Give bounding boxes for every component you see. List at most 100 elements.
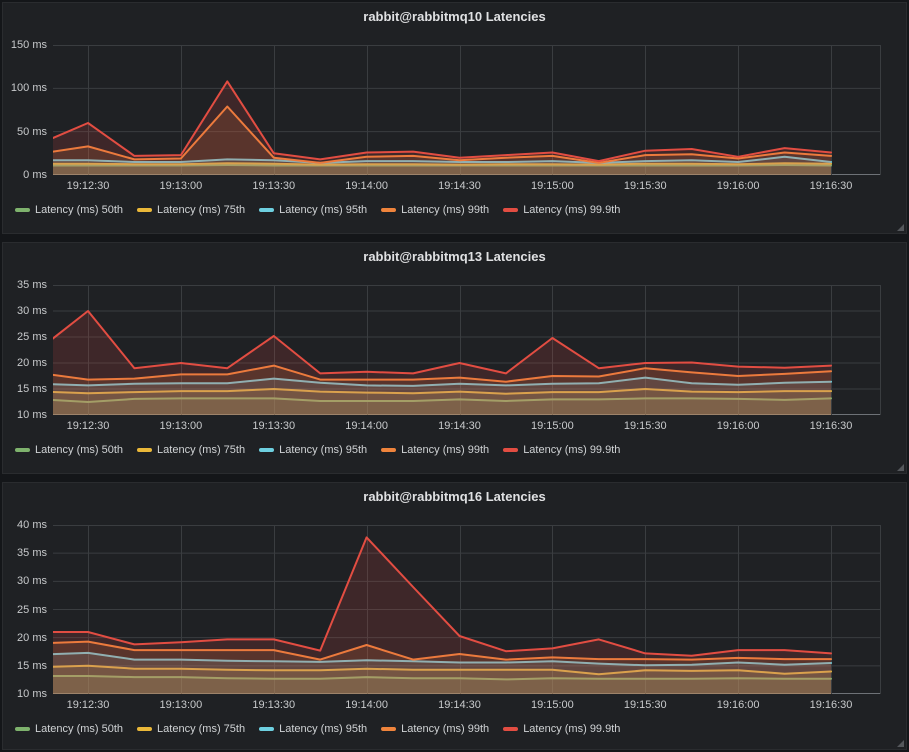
panel-rabbitmq16: rabbit@rabbitmq16 Latencies 40 ms 35 ms 30… xyxy=(2,482,907,750)
x-axis-tick: 19:16:00 xyxy=(716,180,760,192)
legend-label: Latency (ms) 95th xyxy=(279,204,368,216)
legend-label: Latency (ms) 50th xyxy=(35,444,124,456)
y-axis-tick: 10 ms xyxy=(17,688,47,700)
series-color-swatch-icon xyxy=(381,208,397,212)
y-axis-tick: 15 ms xyxy=(17,659,47,672)
legend-item[interactable]: Latency (ms) 75th xyxy=(137,204,245,216)
chart-plot-region[interactable]: 40 ms 35 ms 30 ms 25 ms 20 ms 15 ms 10 ms xyxy=(3,519,906,700)
legend-item[interactable]: Latency (ms) 95th xyxy=(259,204,367,216)
series-color-swatch-icon xyxy=(15,448,30,452)
x-axis: 19:12:30 19:13:00 19:13:30 19:14:00 19:14:30… xyxy=(3,175,906,195)
x-axis-tick: 19:13:00 xyxy=(159,180,203,192)
x-axis-tick: 19:14:30 xyxy=(438,180,481,192)
x-axis-tick: 19:13:00 xyxy=(159,699,203,711)
latency-chart[interactable] xyxy=(53,285,881,415)
legend-item[interactable]: Latency (ms) 50th xyxy=(15,723,123,735)
x-axis-tick: 19:15:30 xyxy=(623,420,667,432)
x-axis-tick: 19:16:00 xyxy=(716,420,760,432)
legend-label: Latency (ms) 99.9th xyxy=(523,723,621,735)
legend-label: Latency (ms) 95th xyxy=(279,723,368,735)
y-axis-tick: 25 ms xyxy=(17,331,47,343)
x-axis-tick: 19:13:00 xyxy=(159,420,203,432)
series-color-swatch-icon xyxy=(15,727,30,731)
legend-label: Latency (ms) 99th xyxy=(401,204,490,216)
x-axis-tick: 19:16:00 xyxy=(716,699,760,711)
y-axis-tick: 25 ms xyxy=(17,603,47,616)
x-axis: 19:12:30 19:13:00 19:13:30 19:14:00 19:14:30… xyxy=(3,415,906,435)
legend-label: Latency (ms) 75th xyxy=(157,723,246,735)
legend-item[interactable]: Latency (ms) 99.9th xyxy=(503,444,620,456)
panel-rabbitmq10: rabbit@rabbitmq10 Latencies 150 ms 100 ms… xyxy=(2,2,907,234)
y-axis-tick: 35 ms xyxy=(17,547,47,560)
legend-label: Latency (ms) 75th xyxy=(157,204,246,216)
y-axis-tick: 40 ms xyxy=(17,519,47,531)
y-axis-tick: 20 ms xyxy=(17,357,47,369)
legend-item[interactable]: Latency (ms) 50th xyxy=(15,444,123,456)
x-axis-tick: 19:16:30 xyxy=(809,699,853,711)
legend: Latency (ms) 50th Latency (ms) 75th Latenc… xyxy=(15,201,906,219)
y-axis-tick: 30 ms xyxy=(17,575,47,588)
chart-plot-region[interactable]: 35 ms 30 ms 25 ms 20 ms 15 ms 10 ms xyxy=(3,279,906,421)
x-axis-tick: 19:15:00 xyxy=(530,420,574,432)
panel-title[interactable]: rabbit@rabbitmq10 Latencies xyxy=(363,9,546,24)
legend-label: Latency (ms) 99.9th xyxy=(523,204,621,216)
legend-label: Latency (ms) 75th xyxy=(157,444,246,456)
panel-title[interactable]: rabbit@rabbitmq13 Latencies xyxy=(363,249,546,264)
legend-label: Latency (ms) 95th xyxy=(279,444,368,456)
series-color-swatch-icon xyxy=(503,208,519,212)
legend-item[interactable]: Latency (ms) 99.9th xyxy=(503,723,620,735)
y-axis-tick: 10 ms xyxy=(17,409,47,421)
legend-item[interactable]: Latency (ms) 50th xyxy=(15,204,123,216)
chart-plot-region[interactable]: 150 ms 100 ms 50 ms 0 ms xyxy=(3,39,906,181)
legend: Latency (ms) 50th Latency (ms) 75th Latenc… xyxy=(15,441,906,459)
panel-resize-handle[interactable] xyxy=(897,464,904,471)
y-axis-tick: 50 ms xyxy=(17,125,47,138)
x-axis-tick: 19:13:30 xyxy=(252,420,296,432)
series-color-swatch-icon xyxy=(137,448,153,452)
x-axis: 19:12:30 19:13:00 19:13:30 19:14:00 19:14:30… xyxy=(3,694,906,714)
x-axis-tick: 19:14:30 xyxy=(438,699,481,711)
legend-item[interactable]: Latency (ms) 99th xyxy=(381,444,489,456)
series-color-swatch-icon xyxy=(503,448,519,452)
latency-chart[interactable] xyxy=(53,525,881,694)
x-axis-tick: 19:15:30 xyxy=(623,180,667,192)
y-axis-tick: 30 ms xyxy=(17,305,47,317)
y-axis-tick: 150 ms xyxy=(10,39,47,51)
legend-label: Latency (ms) 50th xyxy=(35,723,124,735)
x-axis-tick: 19:14:00 xyxy=(345,180,389,192)
y-axis-tick: 0 ms xyxy=(23,169,47,181)
panel-resize-handle[interactable] xyxy=(897,224,904,231)
y-axis-tick: 20 ms xyxy=(17,631,47,644)
x-axis-tick: 19:16:30 xyxy=(809,180,853,192)
legend-item[interactable]: Latency (ms) 99.9th xyxy=(503,204,620,216)
series-color-swatch-icon xyxy=(15,208,30,212)
x-axis-tick: 19:16:30 xyxy=(809,420,853,432)
x-axis-tick: 19:14:00 xyxy=(345,699,389,711)
x-axis-tick: 19:12:30 xyxy=(66,180,110,192)
panel-rabbitmq13: rabbit@rabbitmq13 Latencies 35 ms 30 ms 25… xyxy=(2,242,907,474)
panel-resize-handle[interactable] xyxy=(897,740,904,747)
x-axis-tick: 19:14:00 xyxy=(345,420,389,432)
series-color-swatch-icon xyxy=(259,727,275,731)
legend-item[interactable]: Latency (ms) 95th xyxy=(259,444,367,456)
legend-item[interactable]: Latency (ms) 99th xyxy=(381,723,489,735)
series-color-swatch-icon xyxy=(259,448,275,452)
legend-item[interactable]: Latency (ms) 95th xyxy=(259,723,367,735)
series-color-swatch-icon xyxy=(381,727,397,731)
legend-label: Latency (ms) 99.9th xyxy=(523,444,621,456)
x-axis-tick: 19:14:30 xyxy=(438,420,481,432)
x-axis-tick: 19:13:30 xyxy=(252,180,296,192)
legend-item[interactable]: Latency (ms) 75th xyxy=(137,723,245,735)
x-axis-tick: 19:15:00 xyxy=(530,699,574,711)
legend-item[interactable]: Latency (ms) 99th xyxy=(381,204,489,216)
series-color-swatch-icon xyxy=(137,727,153,731)
legend-item[interactable]: Latency (ms) 75th xyxy=(137,444,245,456)
panel-title[interactable]: rabbit@rabbitmq16 Latencies xyxy=(363,489,546,504)
x-axis-tick: 19:12:30 xyxy=(66,420,110,432)
y-axis-tick: 15 ms xyxy=(17,383,47,395)
series-color-swatch-icon xyxy=(259,208,275,212)
y-axis-tick: 35 ms xyxy=(17,279,47,291)
series-color-swatch-icon xyxy=(503,727,519,731)
latency-chart[interactable] xyxy=(53,45,881,175)
